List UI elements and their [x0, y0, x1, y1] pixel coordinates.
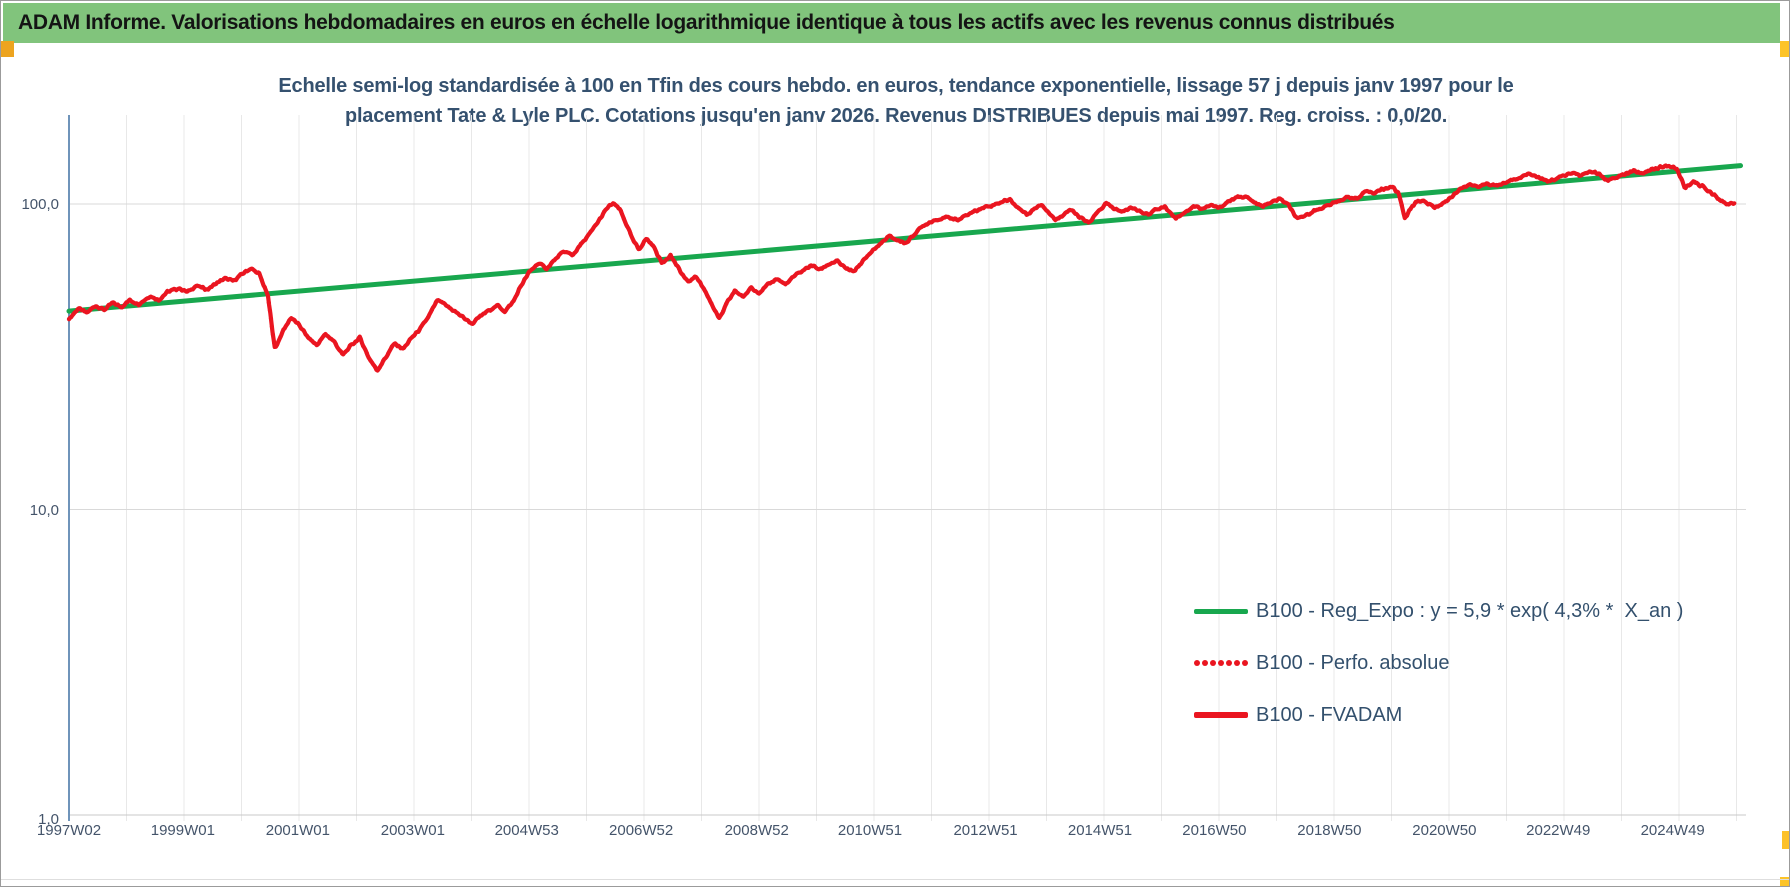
x-axis-tick-label: 2008W52	[724, 822, 789, 839]
x-axis-tick-label: 2024W49	[1640, 822, 1705, 839]
x-axis-tick-label: 2020W50	[1412, 822, 1477, 839]
x-axis-tick-label: 2014W51	[1067, 822, 1133, 839]
selection-handle-top-left[interactable]	[1, 41, 14, 57]
x-axis-tick-label: 1999W01	[150, 822, 215, 839]
legend-item-label: B100 - Reg_Expo : y = 5,9 * exp( 4,3% * …	[1256, 599, 1684, 622]
legend-dot	[1202, 660, 1208, 666]
x-axis-tick-label: 2012W51	[953, 822, 1018, 839]
selection-handle-right[interactable]	[1782, 831, 1789, 849]
bottom-divider	[1, 879, 1789, 880]
x-axis-tick-label: 2006W52	[609, 822, 674, 839]
legend-item[interactable]: B100 - FVADAM	[1194, 689, 1683, 741]
legend-dot	[1210, 660, 1216, 666]
series-reg-expo	[66, 163, 1744, 314]
legend-item-label: B100 - FVADAM	[1256, 703, 1403, 726]
chart-title-line1: Echelle semi-log standardisée à 100 en T…	[278, 75, 1514, 97]
legend-line	[1194, 712, 1248, 718]
x-axis-tick-label: 2022W49	[1526, 822, 1591, 839]
selection-handle-top-right[interactable]	[1780, 41, 1789, 57]
legend-item[interactable]: B100 - Perfo. absolue	[1194, 637, 1683, 689]
legend-dot	[1226, 660, 1232, 666]
legend-item-label: B100 - Perfo. absolue	[1256, 651, 1450, 674]
legend-line-icon	[1194, 712, 1248, 718]
x-axis-tick-label: 2018W50	[1297, 822, 1362, 839]
y-axis-tick-label: 1,0	[38, 811, 59, 828]
selection-handle-bottom-right[interactable]	[1780, 877, 1789, 886]
chart-legend: B100 - Reg_Expo : y = 5,9 * exp( 4,3% * …	[1194, 585, 1683, 741]
x-axis-tick-label: 1997W02	[36, 822, 102, 839]
x-axis-tick-label: 2010W51	[837, 822, 903, 839]
series-fvadam	[66, 163, 1737, 373]
y-axis-tick-label: 100,0	[21, 196, 59, 213]
header-bar: ADAM Informe. Valorisations hebdomadaire…	[3, 3, 1780, 43]
x-axis-tick-label: 2001W01	[265, 822, 330, 839]
legend-item[interactable]: B100 - Reg_Expo : y = 5,9 * exp( 4,3% * …	[1194, 585, 1683, 637]
legend-dot	[1218, 660, 1224, 666]
legend-dotted-line-icon	[1194, 660, 1248, 666]
header-title: ADAM Informe. Valorisations hebdomadaire…	[18, 11, 1395, 34]
x-axis-tick-label: 2016W50	[1182, 822, 1247, 839]
legend-line	[1194, 608, 1248, 614]
chart-title: Echelle semi-log standardisée à 100 en T…	[1, 71, 1789, 131]
legend-dot	[1234, 660, 1240, 666]
legend-dot	[1194, 660, 1200, 666]
legend-dot	[1242, 660, 1248, 666]
x-axis-tick-label: 2003W01	[380, 822, 445, 839]
y-axis-tick-label: 10,0	[29, 501, 59, 519]
chart-title-line2: placement Tate & Lyle PLC. Cotations jus…	[344, 105, 1448, 127]
legend-line-icon	[1194, 608, 1248, 614]
x-axis-tick-label: 2004W53	[494, 822, 559, 839]
